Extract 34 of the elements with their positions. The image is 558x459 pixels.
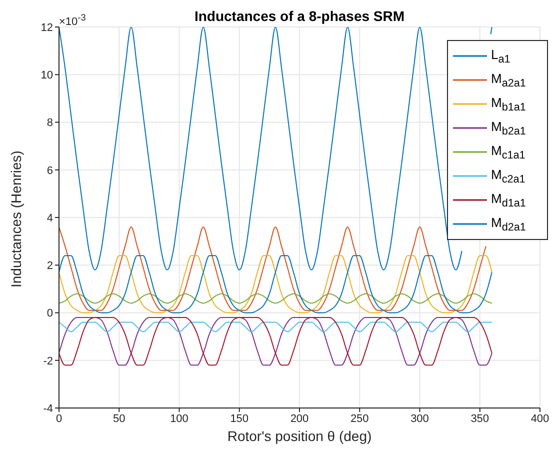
y-tick-label: 10 <box>40 70 53 82</box>
y-tick-label: 2 <box>46 260 53 272</box>
legend-label: M$_{c2a1}$ <box>491 166 526 186</box>
y-tick-label: -2 <box>43 355 53 368</box>
y-axis-title: Inductances (Henries) <box>8 150 24 288</box>
x-tick-label: 50 <box>113 412 126 425</box>
legend-label: M$_{d2a1}$ <box>491 214 526 234</box>
legend-label: M$_{a2a1}$ <box>491 70 526 90</box>
legend-label: M$_{b2a1}$ <box>491 118 526 138</box>
y-tick-label: 8 <box>46 117 53 130</box>
x-tick-label: 150 <box>230 412 249 425</box>
y-tick-label: 12 <box>40 22 53 34</box>
y-tick-label: 4 <box>46 212 53 224</box>
x-tick-label: 400 <box>530 412 550 425</box>
y-tick-label: -4 <box>43 402 53 415</box>
line-series <box>59 317 492 366</box>
x-tick-label: 250 <box>350 412 369 425</box>
legend-label: L$_{a1}$ <box>491 46 510 66</box>
line-series <box>59 293 492 304</box>
chart-title: Inductances of a 8-phases SRM <box>194 8 405 24</box>
y-tick-label: 0 <box>46 308 53 320</box>
line-series <box>59 226 486 311</box>
line-series <box>59 255 492 314</box>
x-tick-label: 0 <box>56 412 62 425</box>
legend-label: M$_{c1a1}$ <box>491 142 526 162</box>
x-tick-label: 100 <box>170 412 188 425</box>
x-axis-title: Rotor's position θ (deg) <box>226 428 373 444</box>
legend-label: M$_{d1a1}$ <box>491 190 526 210</box>
x-tick-label: 200 <box>290 412 309 425</box>
x-tick-label: 300 <box>410 412 429 425</box>
y-tick-label: 6 <box>46 164 53 177</box>
annotation: ×10$^{-3}$ <box>59 12 86 28</box>
x-tick-label: 350 <box>470 412 490 425</box>
legend-label: M$_{b1a1}$ <box>491 94 526 114</box>
